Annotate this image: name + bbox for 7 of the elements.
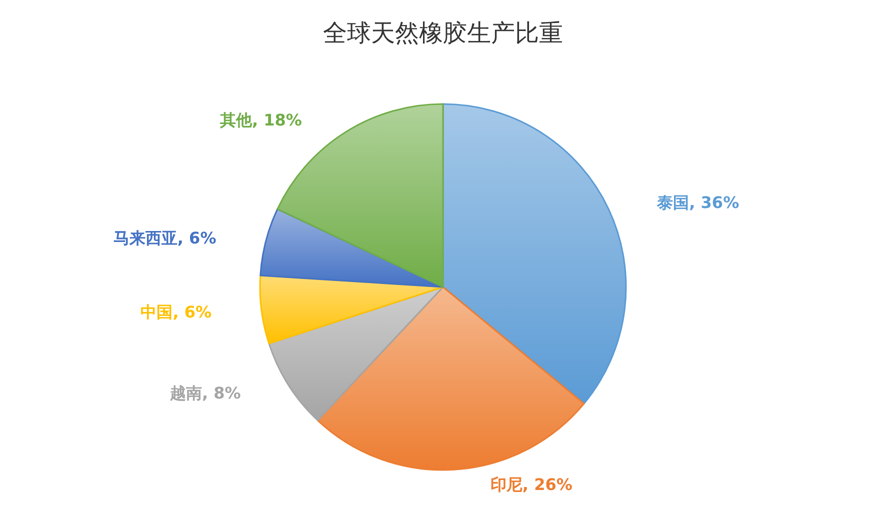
- slice-label: 越南, 8%: [169, 384, 241, 403]
- slice-label: 印尼, 26%: [490, 475, 572, 494]
- slice-label: 泰国, 36%: [656, 193, 740, 212]
- slice-label: 中国, 6%: [140, 302, 212, 322]
- slice-label: 马来西亚, 6%: [113, 228, 216, 248]
- chart-title: 全球天然橡胶生产比重: [323, 19, 563, 47]
- slice-label: 其他, 18%: [218, 110, 302, 130]
